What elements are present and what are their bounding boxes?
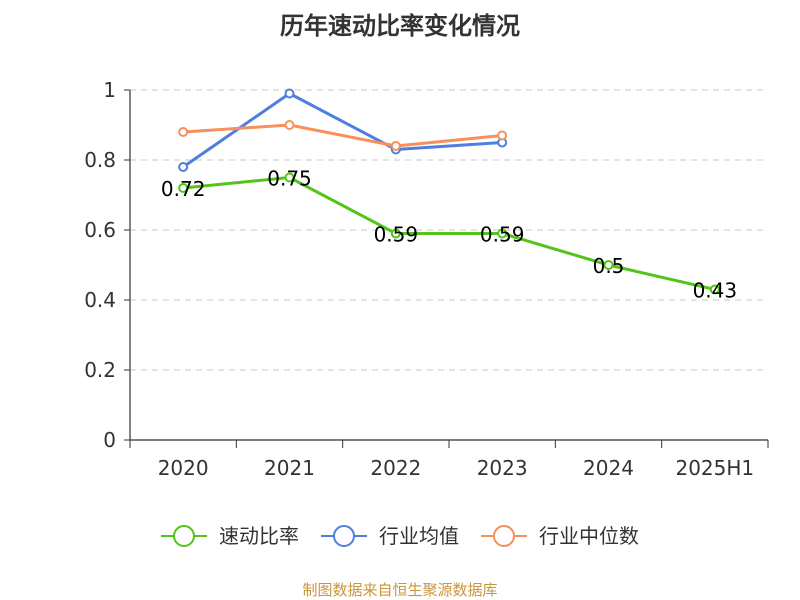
data-point[interactable] (178, 162, 189, 172)
series-3 (178, 120, 508, 151)
y-tick-label: 0 (103, 428, 116, 452)
x-tick-label: 2023 (477, 456, 528, 480)
x-tick-label: 2021 (264, 456, 315, 480)
legend-marker (173, 525, 195, 547)
y-tick-label: 0.6 (84, 218, 116, 242)
data-label: 0.59 (374, 223, 419, 247)
data-point[interactable] (390, 228, 401, 239)
x-tick-label: 2024 (583, 456, 634, 480)
legend-item[interactable]: 行业中位数 (481, 524, 639, 548)
data-point[interactable] (284, 120, 295, 130)
legend-label: 行业均值 (379, 524, 459, 548)
legend-marker (493, 525, 515, 547)
y-tick-label: 1 (103, 78, 116, 102)
data-point[interactable] (603, 260, 614, 270)
data-point[interactable] (178, 127, 189, 137)
data-point[interactable] (709, 284, 720, 295)
data-label: 0.5 (593, 254, 625, 278)
series-lines (178, 88, 720, 295)
x-tick-label: 2020 (158, 456, 209, 480)
data-labels: 0.72 0.75 0.59 0.59 0.5 0.43 (161, 167, 737, 303)
series-line (182, 92, 503, 169)
grid-lines (130, 89, 768, 371)
series-line (183, 176, 716, 291)
series-line (183, 123, 503, 148)
data-point[interactable] (497, 130, 508, 141)
source-note: 制图数据来自恒生聚源数据库 (302, 581, 497, 599)
x-tick-label: 2025H1 (675, 456, 754, 480)
series-1 (178, 172, 720, 295)
data-label: 0.72 (161, 177, 206, 201)
axes: 0 0.2 0.4 0.6 0.8 1 2020 2021 2022 2023 2024 2025H1 (84, 78, 769, 480)
legend-marker (333, 525, 355, 547)
data-point[interactable] (497, 228, 508, 239)
legend: 速动比率 行业均值 行业中位数 (161, 524, 639, 548)
data-label: 0.59 (480, 223, 525, 247)
data-point[interactable] (390, 141, 401, 151)
chart-title: 历年速动比率变化情况 (280, 12, 520, 40)
data-point[interactable] (284, 172, 295, 183)
data-label: 0.43 (693, 279, 738, 303)
y-tick-label: 0.8 (84, 148, 116, 172)
legend-label: 行业中位数 (539, 524, 639, 548)
legend-item[interactable]: 行业均值 (321, 524, 459, 548)
x-tick-label: 2022 (370, 456, 421, 480)
legend-item[interactable]: 速动比率 (161, 524, 299, 548)
data-point[interactable] (284, 88, 295, 99)
data-label: 0.75 (267, 167, 312, 191)
legend-label: 速动比率 (219, 524, 299, 548)
data-point[interactable] (178, 183, 189, 193)
y-tick-label: 0.4 (84, 288, 116, 312)
y-tick-label: 0.2 (84, 358, 116, 382)
